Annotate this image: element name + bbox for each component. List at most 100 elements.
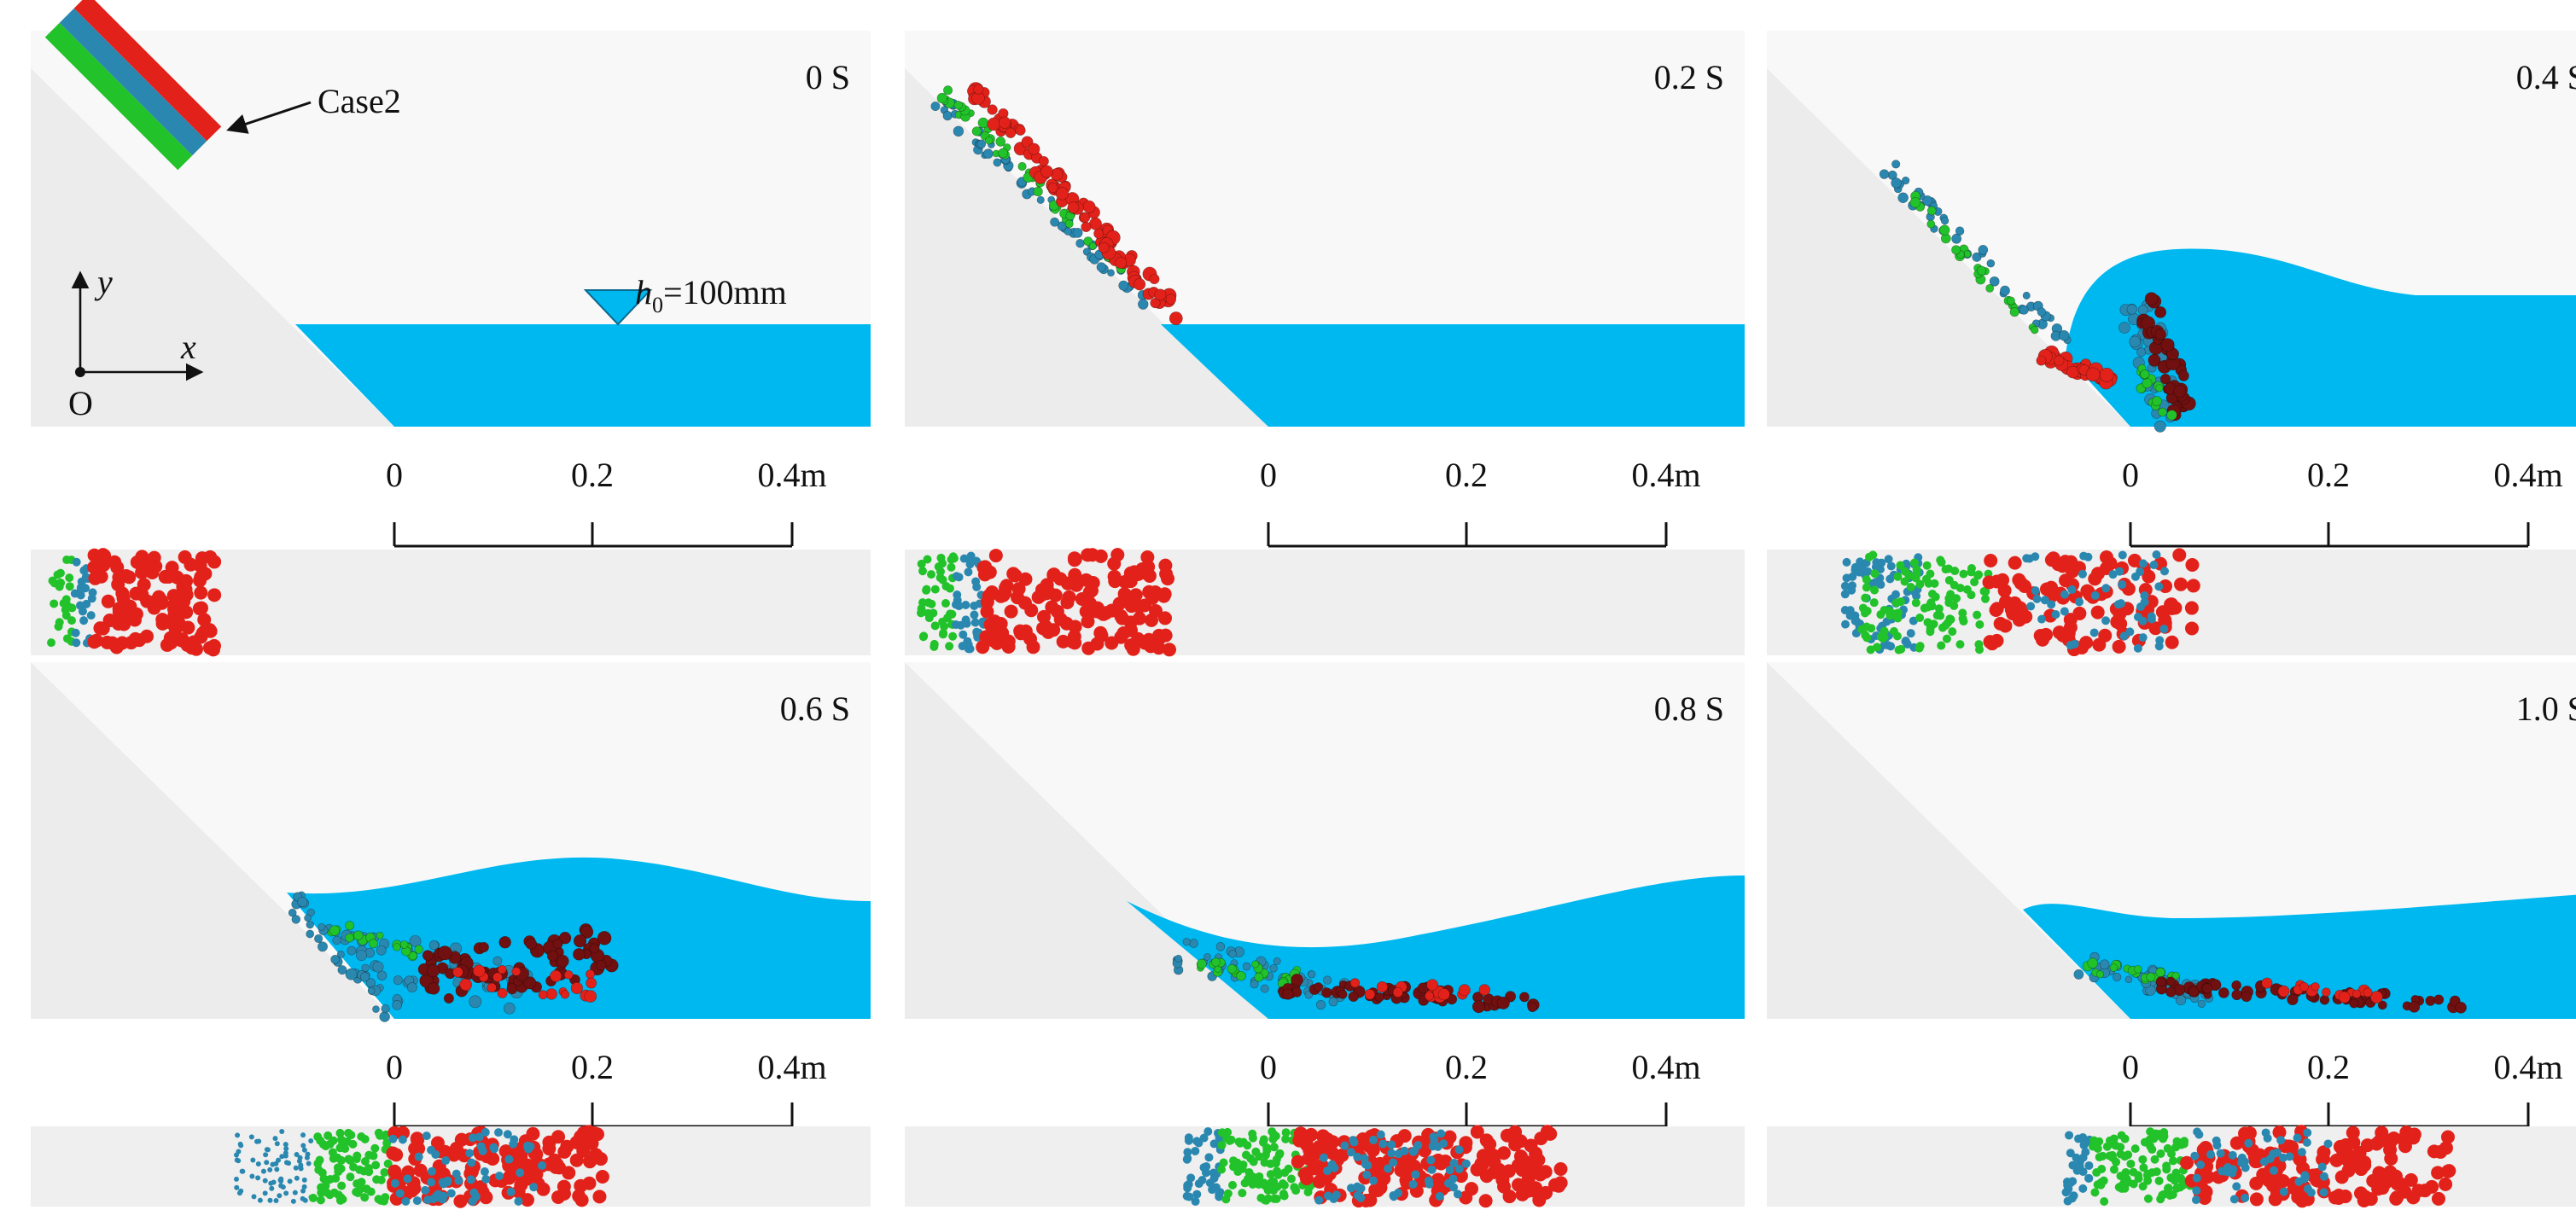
particle — [413, 1163, 428, 1178]
particle — [1437, 1129, 1446, 1138]
particle — [1527, 1002, 1538, 1013]
particle — [1975, 620, 1984, 629]
particle — [422, 950, 434, 962]
particle — [1958, 614, 1967, 623]
particle — [1139, 561, 1154, 575]
particle — [2109, 1134, 2118, 1143]
particle — [1065, 635, 1080, 649]
particle — [1038, 155, 1049, 166]
particle — [2073, 969, 2084, 980]
particle — [374, 1195, 383, 1204]
particle — [1199, 1133, 1209, 1143]
side-view: 0.8 S — [905, 662, 1745, 1019]
particle — [1942, 634, 1951, 643]
particle — [959, 630, 968, 639]
particle — [2440, 1130, 2455, 1144]
particle — [1248, 1133, 1257, 1143]
particle — [2167, 1149, 2177, 1159]
particle — [325, 1139, 335, 1149]
particle — [1906, 629, 1915, 638]
particle — [318, 941, 328, 952]
particle — [152, 590, 166, 604]
particle — [1089, 217, 1102, 230]
particle — [1067, 201, 1080, 213]
particle — [122, 570, 137, 585]
particle — [2191, 1195, 2200, 1205]
particle — [207, 588, 222, 602]
particle — [2177, 370, 2189, 381]
particle — [546, 1155, 561, 1169]
particle — [1915, 613, 1925, 622]
particle — [1997, 584, 2012, 598]
particle — [1981, 594, 1990, 603]
particle — [1883, 641, 1892, 650]
particle — [2096, 1180, 2106, 1190]
particle — [572, 1189, 586, 1203]
particle — [574, 1131, 589, 1146]
particle — [989, 636, 1004, 650]
particle — [948, 631, 958, 641]
particle — [2231, 989, 2243, 1001]
particle — [557, 1144, 572, 1159]
particle — [453, 1194, 468, 1208]
particle — [248, 1134, 254, 1140]
particle — [964, 640, 973, 649]
particle — [546, 950, 559, 962]
particle — [945, 642, 954, 651]
particle — [359, 972, 370, 982]
particle — [492, 972, 503, 982]
particle — [1236, 970, 1246, 981]
particle — [137, 578, 151, 592]
particle — [947, 562, 956, 572]
particle — [2299, 1174, 2309, 1184]
particle — [1930, 579, 1939, 588]
top-view — [905, 548, 1745, 657]
particle — [2133, 965, 2142, 974]
particle — [1940, 216, 1949, 225]
particle — [988, 549, 1003, 563]
particle — [1944, 576, 1954, 585]
particle — [2346, 1126, 2360, 1140]
particle — [582, 1176, 597, 1190]
water — [295, 324, 871, 427]
particle — [1242, 962, 1251, 971]
particle — [2241, 991, 2253, 1003]
particle — [301, 1184, 307, 1190]
particle — [1260, 984, 1269, 993]
particle — [2108, 570, 2118, 579]
particle — [1915, 579, 1925, 589]
particle — [1254, 972, 1264, 982]
particle — [61, 605, 70, 614]
particle — [2357, 1155, 2372, 1170]
particle — [1389, 1191, 1398, 1201]
particle — [2136, 347, 2146, 358]
particle — [353, 1151, 362, 1161]
particle — [551, 1190, 566, 1204]
particle — [481, 1174, 491, 1184]
particle — [2146, 1127, 2155, 1137]
particle — [1186, 1173, 1196, 1183]
particle — [2113, 972, 2122, 982]
particle — [337, 1181, 347, 1190]
particle — [372, 1005, 380, 1013]
particle — [1233, 1167, 1243, 1177]
particle — [1291, 1186, 1301, 1195]
particle — [2287, 993, 2299, 1006]
particle — [1884, 555, 1893, 564]
particle — [1197, 958, 1207, 969]
particle — [2147, 612, 2156, 621]
particle — [1911, 598, 1920, 608]
time-label: 0 S — [806, 58, 850, 96]
particle — [520, 1193, 534, 1207]
particle — [935, 567, 945, 576]
particle — [70, 589, 79, 598]
particle — [2070, 639, 2079, 649]
particle — [569, 1153, 584, 1167]
particle — [2009, 306, 2019, 317]
particle — [124, 636, 138, 650]
particle — [149, 559, 163, 573]
particle — [2101, 584, 2111, 593]
particle — [1312, 1174, 1326, 1189]
particle — [2372, 1134, 2387, 1149]
particle — [922, 585, 931, 594]
